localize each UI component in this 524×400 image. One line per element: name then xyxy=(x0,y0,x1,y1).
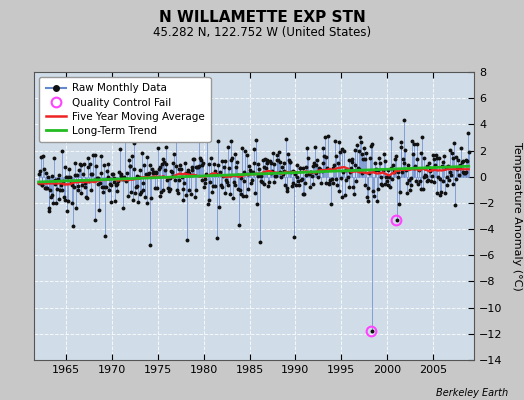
Text: 45.282 N, 122.752 W (United States): 45.282 N, 122.752 W (United States) xyxy=(153,26,371,39)
Legend: Raw Monthly Data, Quality Control Fail, Five Year Moving Average, Long-Term Tren: Raw Monthly Data, Quality Control Fail, … xyxy=(39,77,211,142)
Text: N WILLAMETTE EXP STN: N WILLAMETTE EXP STN xyxy=(159,10,365,25)
Text: Berkeley Earth: Berkeley Earth xyxy=(436,388,508,398)
Y-axis label: Temperature Anomaly (°C): Temperature Anomaly (°C) xyxy=(512,142,522,290)
